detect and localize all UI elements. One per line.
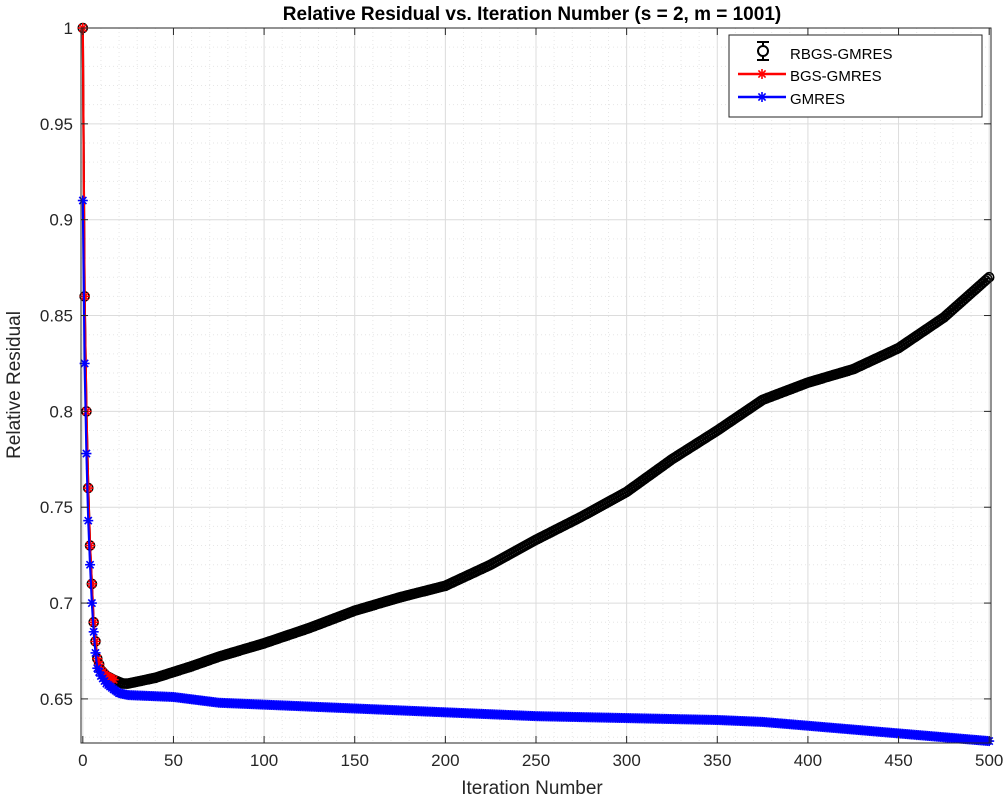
- y-tick-label: 0.8: [49, 402, 73, 421]
- y-tick-label: 0.9: [49, 211, 73, 230]
- point-gmres: [90, 647, 101, 658]
- legend-box: [728, 34, 983, 118]
- ticks: 0 50 100 150 200 250 300 350 400 450 500 0.65 0.7 0.7…: [40, 19, 1003, 770]
- legend-item-gmres: [738, 92, 786, 102]
- y-axis-label: Relative Residual: [4, 311, 25, 459]
- legend-marker-bgs-gmres: [757, 69, 767, 79]
- x-tick-label: 350: [703, 751, 731, 770]
- point-gmres: [88, 626, 99, 637]
- x-tick-label: 450: [884, 751, 912, 770]
- chart-title: Relative Residual vs. Iteration Number (…: [283, 4, 781, 25]
- legend-label-rbgs-gmres: RBGS-GMRES: [790, 46, 893, 63]
- legend-item-rbgs-gmres: [757, 41, 769, 61]
- legend-marker-rbgs-gmres: [757, 45, 769, 57]
- point-gmres: [85, 559, 96, 570]
- legend-label-gmres: GMRES: [790, 91, 845, 108]
- point-rbgs-gmres: [982, 273, 993, 285]
- legend-item-bgs-gmres: [738, 69, 786, 79]
- legend-marker-gmres: [757, 92, 767, 102]
- x-tick-label: 300: [612, 751, 640, 770]
- legend-label-bgs-gmres: BGS-GMRES: [790, 68, 882, 85]
- x-tick-label: 400: [794, 751, 822, 770]
- legend: RBGS-GMRES BGS-GMRES GMRES: [728, 34, 983, 118]
- series-gmres: [77, 195, 995, 747]
- y-tick-label: 0.85: [40, 307, 73, 326]
- x-tick-label: 250: [522, 751, 550, 770]
- point-gmres: [86, 598, 97, 609]
- y-tick-label: 0.65: [40, 690, 73, 709]
- y-tick-label: 0.95: [40, 115, 73, 134]
- x-tick-label: 200: [431, 751, 459, 770]
- x-axis-label: Iteration Number: [461, 778, 603, 799]
- x-tick-label: 500: [975, 751, 1003, 770]
- y-tick-label: 1: [64, 19, 73, 38]
- x-tick-label: 100: [250, 751, 278, 770]
- point-gmres: [81, 448, 92, 459]
- y-tick-label: 0.75: [40, 498, 73, 517]
- point-gmres: [77, 195, 88, 206]
- series-rbgs-gmres: [77, 22, 995, 689]
- point-gmres: [83, 515, 94, 526]
- x-tick-label: 0: [78, 751, 87, 770]
- point-rbgs-gmres: [983, 271, 995, 283]
- plot-area: [77, 22, 995, 747]
- x-tick-label: 150: [341, 751, 369, 770]
- y-tick-label: 0.7: [49, 594, 73, 613]
- x-tick-label: 50: [164, 751, 183, 770]
